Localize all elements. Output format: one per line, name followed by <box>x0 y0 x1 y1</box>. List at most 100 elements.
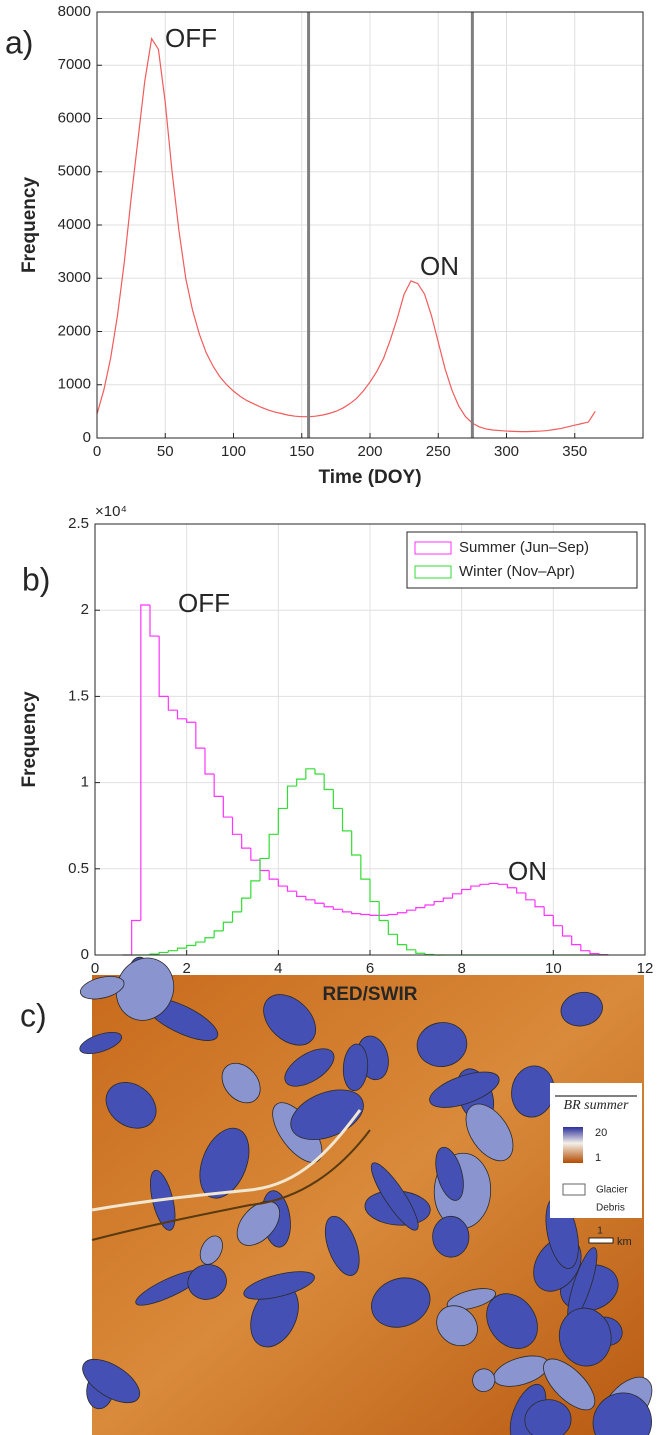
histogram-bin <box>415 906 425 911</box>
glacier-blob <box>416 1022 468 1067</box>
debris-label: Debris <box>596 1203 625 1214</box>
plot-frame <box>96 11 644 439</box>
y-tick-label: 4000 <box>58 216 91 233</box>
glacier-blob <box>199 1127 250 1199</box>
histogram-bin <box>231 911 242 923</box>
histogram-bin <box>250 848 260 861</box>
x-tick-label: 2 <box>182 960 190 977</box>
y-tick-label: 1000 <box>58 376 91 393</box>
histogram-bin <box>351 911 361 915</box>
annotation: ON <box>508 856 547 886</box>
y-axis-label: Frequency <box>19 691 40 788</box>
histogram-bin <box>140 604 150 921</box>
histogram-bin <box>525 892 535 901</box>
histogram-bin <box>296 891 306 897</box>
x-tick-label: 0 <box>91 960 99 977</box>
histogram-bin <box>286 785 297 809</box>
y-tick-label: 3000 <box>58 269 91 286</box>
glacier-blob <box>342 1043 369 1092</box>
glacier-blob <box>79 975 125 1000</box>
scale-bar <box>588 1237 614 1244</box>
histogram-bin <box>406 944 416 951</box>
x-tick-label: 4 <box>274 960 282 977</box>
annotation: OFF <box>165 23 217 53</box>
histogram-bin <box>497 883 508 885</box>
legend-box <box>406 531 638 589</box>
y-tick-label: 0 <box>81 946 89 963</box>
glacier-label: Glacier <box>596 1185 628 1196</box>
legend-swatch <box>414 541 452 555</box>
scale-value: 1 <box>597 1226 603 1237</box>
histogram-bin <box>231 817 242 835</box>
annotation: OFF <box>178 588 230 618</box>
glacier-blob <box>187 1264 227 1300</box>
glacier-blob <box>465 1103 514 1162</box>
glacier-blob <box>432 1215 470 1258</box>
y-axis-label: Frequency <box>19 177 40 274</box>
histogram-bin <box>305 896 315 901</box>
histogram-bin <box>213 930 224 938</box>
histogram-bin <box>341 808 352 832</box>
histogram-bin <box>176 947 187 951</box>
glacier-blob <box>436 1305 478 1347</box>
histogram-bin <box>479 883 490 887</box>
chart: 0 2 4 6 8 10 12 0 0.5 1 1.5 2 2.5 RED/SWIR Frequency b)… <box>19 503 653 1005</box>
histogram-bin <box>571 936 581 946</box>
histogram-bin <box>241 834 251 849</box>
histogram-bin <box>186 718 196 723</box>
histogram-bin <box>534 899 545 908</box>
glacier-blob <box>79 1031 123 1055</box>
histogram-bin <box>369 914 380 916</box>
histogram-bin <box>204 748 215 775</box>
histogram-bin <box>543 906 554 916</box>
glacier-blob <box>435 1146 464 1201</box>
colorbar-max: 20 <box>595 1127 607 1139</box>
histogram-bin <box>277 879 288 887</box>
histogram-bin <box>323 903 334 908</box>
debris-outline <box>91 1129 371 1241</box>
histogram-bin <box>241 897 251 912</box>
glacier-blob <box>324 1215 360 1276</box>
plot-frame <box>94 523 646 956</box>
x-tick-label: 350 <box>562 443 587 460</box>
glacier-blob <box>221 1062 261 1104</box>
x-tick-label: 10 <box>545 960 562 977</box>
x-tick-label: 12 <box>637 960 654 977</box>
histogram-bin <box>222 921 233 931</box>
annotation: ON <box>420 251 459 281</box>
histogram-bin <box>213 773 224 797</box>
histogram-bin <box>580 944 590 952</box>
glacier-blob <box>263 994 317 1046</box>
glacier-blob <box>472 1368 496 1392</box>
glacier-blob <box>284 1048 335 1087</box>
x-tick-label: 6 <box>366 960 374 977</box>
glacier-blob <box>429 1071 500 1108</box>
x-tick-label: 300 <box>494 443 519 460</box>
histogram-bin <box>149 605 160 637</box>
histogram-bin <box>415 949 425 954</box>
legend-title: BR summer <box>564 1098 629 1113</box>
histogram-bin <box>305 768 315 780</box>
histogram-bin <box>378 901 389 922</box>
glacier-blob <box>543 1358 596 1411</box>
histogram-bin <box>195 722 205 749</box>
legend-entry: Summer (Jun–Sep) <box>459 539 589 556</box>
colorbar-min: 1 <box>595 1152 601 1164</box>
glacier-blob <box>105 1082 157 1129</box>
histogram-bin <box>360 855 370 880</box>
histogram-bin <box>506 884 517 889</box>
histogram-bin <box>167 696 178 711</box>
histogram-bin <box>387 913 398 916</box>
chart: 0 50 100 150 200 250 300 350 0 1000 2000 3000 4000 50… <box>5 3 644 488</box>
x-tick-label: 8 <box>457 960 465 977</box>
glacier-blob <box>370 1162 419 1231</box>
histogram-bin <box>396 934 407 946</box>
histogram-bin <box>387 920 398 935</box>
histogram-bin <box>369 879 380 903</box>
histogram-bin <box>360 913 370 916</box>
panel-label: b) <box>22 561 50 597</box>
histogram-bin <box>250 880 260 899</box>
histogram-bin <box>488 882 499 885</box>
glacier-blob <box>558 1307 612 1367</box>
